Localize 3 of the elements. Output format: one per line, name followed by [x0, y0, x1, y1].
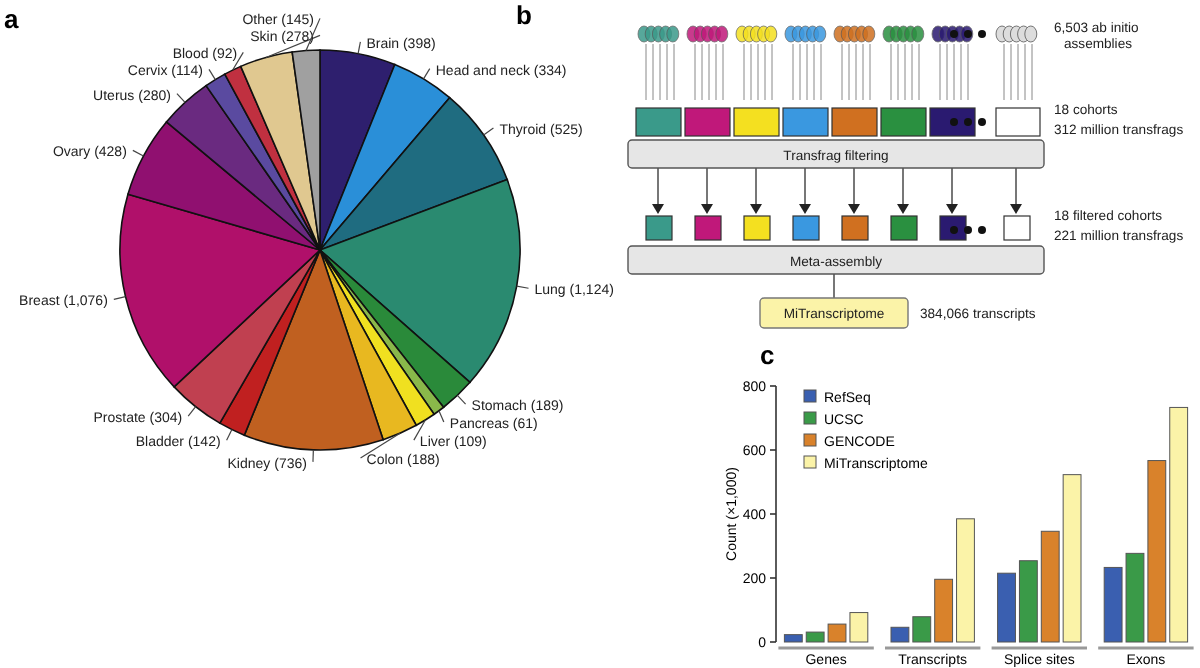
text: b [516, 0, 532, 30]
chart-title: c [760, 340, 775, 370]
chart-title: a [4, 4, 20, 34]
